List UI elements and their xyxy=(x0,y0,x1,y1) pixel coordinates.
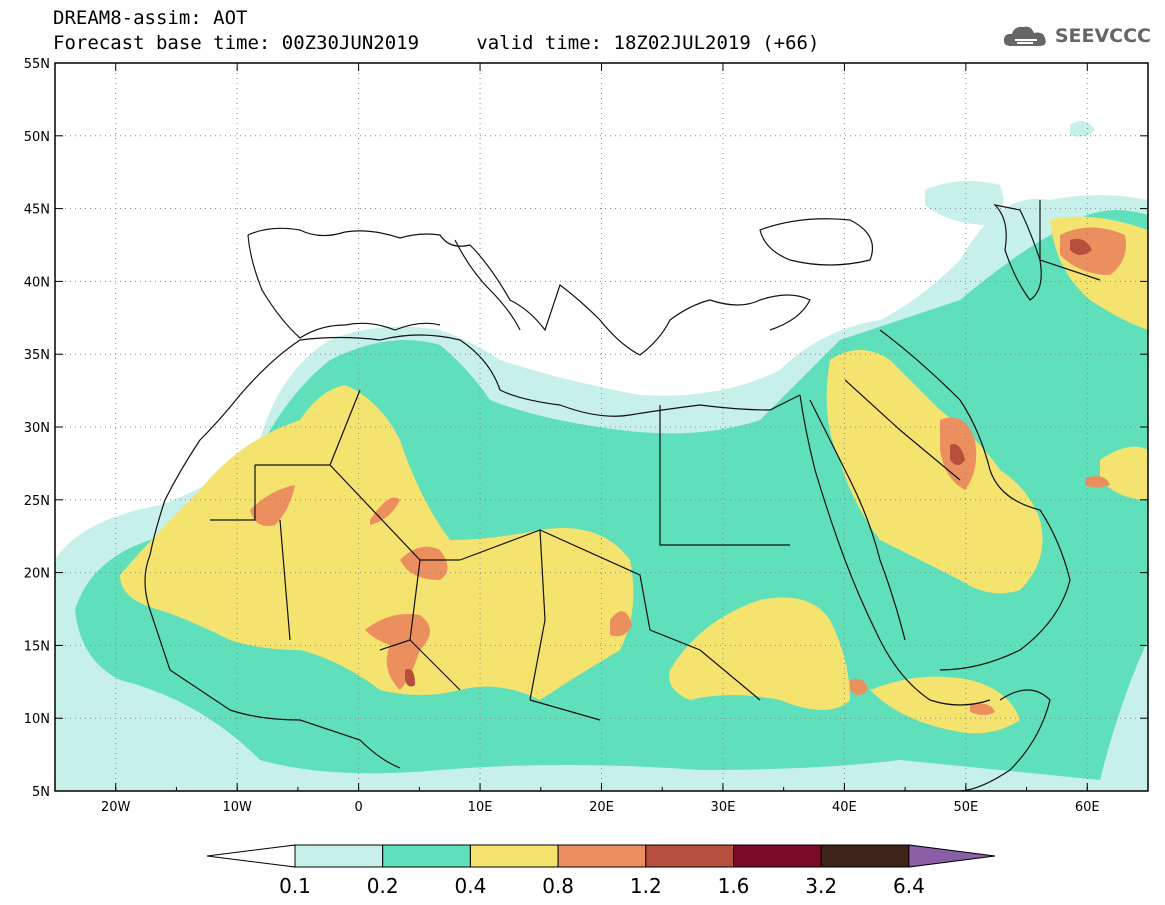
cloud-icon xyxy=(1003,26,1046,46)
lat-label: 55N xyxy=(24,57,50,72)
lon-label: 20E xyxy=(589,800,614,815)
lat-label: 45N xyxy=(24,203,50,218)
colorbar-swatch xyxy=(469,844,559,868)
lon-label: 60E xyxy=(1075,800,1100,815)
lat-label: 25N xyxy=(24,494,50,509)
colorbar-tick-label: 3.2 xyxy=(805,874,837,898)
colorbar-tick-label: 1.2 xyxy=(630,874,662,898)
longitude-axis: 20W 10W 0 10E 20E 30E 40E 50E 60E xyxy=(54,63,1149,815)
colorbar: 0.1 0.2 0.4 0.8 1.2 1.6 3.2 6.4 xyxy=(206,844,996,898)
lat-label: 20N xyxy=(24,567,50,582)
lat-label: 35N xyxy=(24,348,50,363)
coastlines xyxy=(144,200,1101,791)
colorbar-under-triangle xyxy=(206,844,296,868)
aot-band-1.2 xyxy=(405,238,1092,687)
colorbar-swatch xyxy=(557,844,647,868)
lat-label: 30N xyxy=(24,421,50,436)
colorbar-swatch xyxy=(733,844,822,868)
graticule xyxy=(55,63,1148,791)
colorbar-swatch xyxy=(382,844,471,868)
colorbar-swatch xyxy=(820,844,910,868)
brand-logo: SEEVCCC xyxy=(1001,22,1151,50)
colorbar-swatch xyxy=(294,844,384,868)
lon-label: 10W xyxy=(222,800,252,815)
colorbar-tick-label: 0.2 xyxy=(367,874,399,898)
lat-label: 5N xyxy=(32,785,50,800)
lat-label: 10N xyxy=(24,712,50,727)
colorbar-tick-label: 1.6 xyxy=(718,874,750,898)
colorbar-tick-label: 0.4 xyxy=(454,874,486,898)
base-time-label: Forecast base time: 00Z30JUN2019 xyxy=(53,32,420,54)
colorbar-tick-label: 0.1 xyxy=(279,874,311,898)
lon-label: 10E xyxy=(468,800,493,815)
lat-label: 15N xyxy=(24,639,50,654)
valid-time-label: valid time: 18Z02JUL2019 (+66) xyxy=(476,32,820,54)
chart-title: DREAM8-assim: AOT xyxy=(53,7,248,29)
aot-band-0.4 xyxy=(120,216,1148,734)
lon-label: 20W xyxy=(101,800,131,815)
lon-label: 30E xyxy=(711,800,736,815)
brand-name: SEEVCCC xyxy=(1054,25,1151,47)
colorbar-tick-label: 0.8 xyxy=(542,874,574,898)
chart-subtitle: Forecast base time: 00Z30JUN2019 valid t… xyxy=(53,33,819,53)
colorbar-over-triangle xyxy=(908,844,996,868)
lat-label: 40N xyxy=(24,275,50,290)
aot-band-0.8 xyxy=(250,227,1126,715)
latitude-axis: 55N 50N 45N 40N 35N 30N 25N 20N 15N 10N 5N xyxy=(24,57,1148,800)
lon-label: 0 xyxy=(354,800,362,815)
colorbar-swatch xyxy=(645,844,734,868)
lat-label: 50N xyxy=(24,130,50,145)
colorbar-tick-label: 6.4 xyxy=(893,874,925,898)
lon-label: 40E xyxy=(832,800,857,815)
lon-label: 50E xyxy=(953,800,978,815)
